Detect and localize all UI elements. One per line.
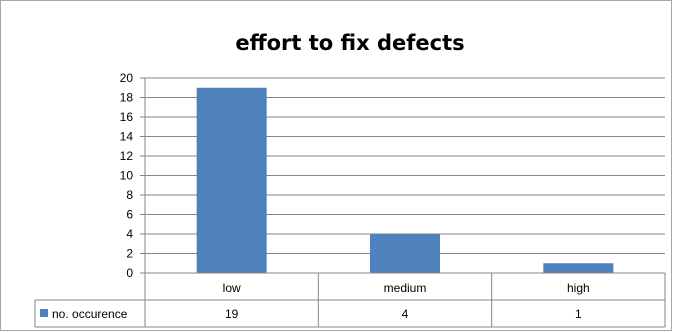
category-label-medium: medium <box>384 281 427 295</box>
data-value-low: 19 <box>225 307 239 321</box>
data-value-high: 1 <box>575 307 582 321</box>
category-label-low: low <box>223 281 241 295</box>
y-tick-label: 12 <box>120 149 134 163</box>
y-tick-label: 6 <box>126 208 133 222</box>
data-table: low medium high no. occurence 19 4 1 <box>34 272 666 328</box>
bar-low <box>196 87 267 273</box>
y-tick-label: 8 <box>126 188 133 202</box>
y-axis-ticks: 0 2 4 6 8 10 12 14 16 18 20 <box>120 71 145 280</box>
data-value-medium: 4 <box>402 307 409 321</box>
y-tick-label: 10 <box>120 169 134 183</box>
chart-title: effort to fix defects <box>235 31 464 55</box>
y-tick-label: 2 <box>126 247 133 261</box>
category-label-high: high <box>567 281 590 295</box>
y-tick-label: 4 <box>126 227 133 241</box>
bars <box>196 87 614 273</box>
y-tick-label: 14 <box>120 130 134 144</box>
y-tick-label: 20 <box>120 71 134 85</box>
y-tick-label: 0 <box>126 266 133 280</box>
y-tick-label: 18 <box>120 91 134 105</box>
legend-series-name: no. occurence <box>52 307 128 321</box>
bar-high <box>543 263 614 273</box>
y-tick-label: 16 <box>120 110 134 124</box>
legend-key <box>40 309 48 317</box>
bar-medium <box>370 234 440 273</box>
